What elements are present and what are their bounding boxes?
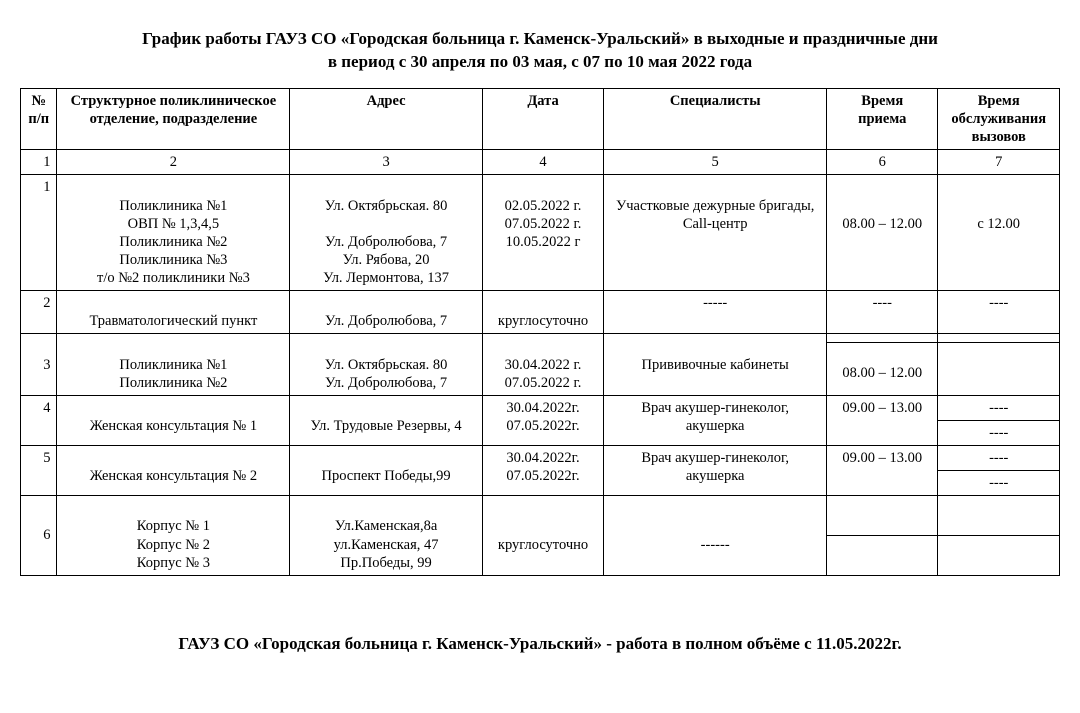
row-addr: Проспект Победы,99 [290, 446, 482, 496]
row-time-call-a [938, 334, 1060, 343]
row-time-call: с 12.00 [938, 175, 1060, 291]
row-dept: Женская консультация № 2 [57, 446, 290, 496]
col-header-num: № п/п [21, 88, 57, 149]
row-num: 2 [21, 291, 57, 334]
row-time-call-b [938, 536, 1060, 576]
table-row: 3 Поликлиника №1 Поликлиника №2 Ул. Октя… [21, 334, 1060, 343]
row-spec: ------ [604, 496, 827, 576]
table-row: 5 Женская консультация № 2 Проспект Побе… [21, 446, 1060, 471]
row-time-call-a: ---- [938, 395, 1060, 420]
table-row: 6 Корпус № 1 Корпус № 2 Корпус № 3 Ул.Ка… [21, 496, 1060, 536]
schedule-table: № п/п Структурное поликлиническое отделе… [20, 88, 1060, 576]
col-header-addr: Адрес [290, 88, 482, 149]
row-dept: Корпус № 1 Корпус № 2 Корпус № 3 [57, 496, 290, 576]
row-spec: Врач акушер-гинеколог, акушерка [604, 395, 827, 445]
col-header-time-call: Время обслуживания вызовов [938, 88, 1060, 149]
row-time-recv-b: 08.00 – 12.00 [827, 342, 938, 395]
row-time-call-a [938, 496, 1060, 536]
row-num: 3 [21, 334, 57, 395]
row-time-recv: 09.00 – 13.00 [827, 395, 938, 445]
row-time-recv-a [827, 496, 938, 536]
row-num: 5 [21, 446, 57, 496]
row-spec: Врач акушер-гинеколог, акушерка [604, 446, 827, 496]
row-time-recv-b [827, 536, 938, 576]
colnum-5: 5 [604, 150, 827, 175]
row-time-recv: 08.00 – 12.00 [827, 175, 938, 291]
table-row: 1 Поликлиника №1 ОВП № 1,3,4,5 Поликлини… [21, 175, 1060, 291]
colnum-6: 6 [827, 150, 938, 175]
row-num: 4 [21, 395, 57, 445]
row-date: 30.04.2022 г. 07.05.2022 г. [482, 334, 604, 395]
row-num: 1 [21, 175, 57, 291]
row-addr: Ул. Добролюбова, 7 [290, 291, 482, 334]
table-row: 4 Женская консультация № 1 Ул. Трудовые … [21, 395, 1060, 420]
row-time-recv: ---- [827, 291, 938, 334]
page-title: График работы ГАУЗ СО «Городская больниц… [20, 28, 1060, 74]
row-addr: Ул. Октябрьская. 80 Ул. Добролюбова, 7 [290, 334, 482, 395]
table-header-row: № п/п Структурное поликлиническое отделе… [21, 88, 1060, 149]
row-dept: Поликлиника №1 ОВП № 1,3,4,5 Поликлиника… [57, 175, 290, 291]
row-addr: Ул. Трудовые Резервы, 4 [290, 395, 482, 445]
table-colnum-row: 1 2 3 4 5 6 7 [21, 150, 1060, 175]
row-date: 30.04.2022г. 07.05.2022г. [482, 446, 604, 496]
colnum-1: 1 [21, 150, 57, 175]
colnum-3: 3 [290, 150, 482, 175]
col-header-time-recv: Время приема [827, 88, 938, 149]
row-spec: Участковые дежурные бригады, Call-центр [604, 175, 827, 291]
row-time-call-b: ---- [938, 471, 1060, 496]
row-time-call-a: ---- [938, 446, 1060, 471]
row-time-recv: 09.00 – 13.00 [827, 446, 938, 496]
page: График работы ГАУЗ СО «Городская больниц… [0, 0, 1080, 684]
row-time-call: ---- [938, 291, 1060, 334]
colnum-7: 7 [938, 150, 1060, 175]
row-dept: Женская консультация № 1 [57, 395, 290, 445]
row-date: 30.04.2022г. 07.05.2022г. [482, 395, 604, 445]
row-addr: Ул.Каменская,8а ул.Каменская, 47 Пр.Побе… [290, 496, 482, 576]
row-spec: Прививочные кабинеты [604, 334, 827, 395]
row-date: круглосуточно [482, 291, 604, 334]
col-header-date: Дата [482, 88, 604, 149]
row-time-call-b [938, 342, 1060, 395]
row-time-call-b: ---- [938, 420, 1060, 445]
row-date: круглосуточно [482, 496, 604, 576]
row-dept: Травматологический пункт [57, 291, 290, 334]
row-dept: Поликлиника №1 Поликлиника №2 [57, 334, 290, 395]
row-num: 6 [21, 496, 57, 576]
row-addr: Ул. Октябрьская. 80 Ул. Добролюбова, 7 У… [290, 175, 482, 291]
col-header-dept: Структурное поликлиническое отделение, п… [57, 88, 290, 149]
colnum-2: 2 [57, 150, 290, 175]
col-header-spec: Специалисты [604, 88, 827, 149]
row-spec: ----- [604, 291, 827, 334]
row-time-recv-a [827, 334, 938, 343]
colnum-4: 4 [482, 150, 604, 175]
page-footer: ГАУЗ СО «Городская больница г. Каменск-У… [20, 634, 1060, 654]
row-date: 02.05.2022 г. 07.05.2022 г. 10.05.2022 г [482, 175, 604, 291]
table-row: 2 Травматологический пункт Ул. Добролюбо… [21, 291, 1060, 334]
